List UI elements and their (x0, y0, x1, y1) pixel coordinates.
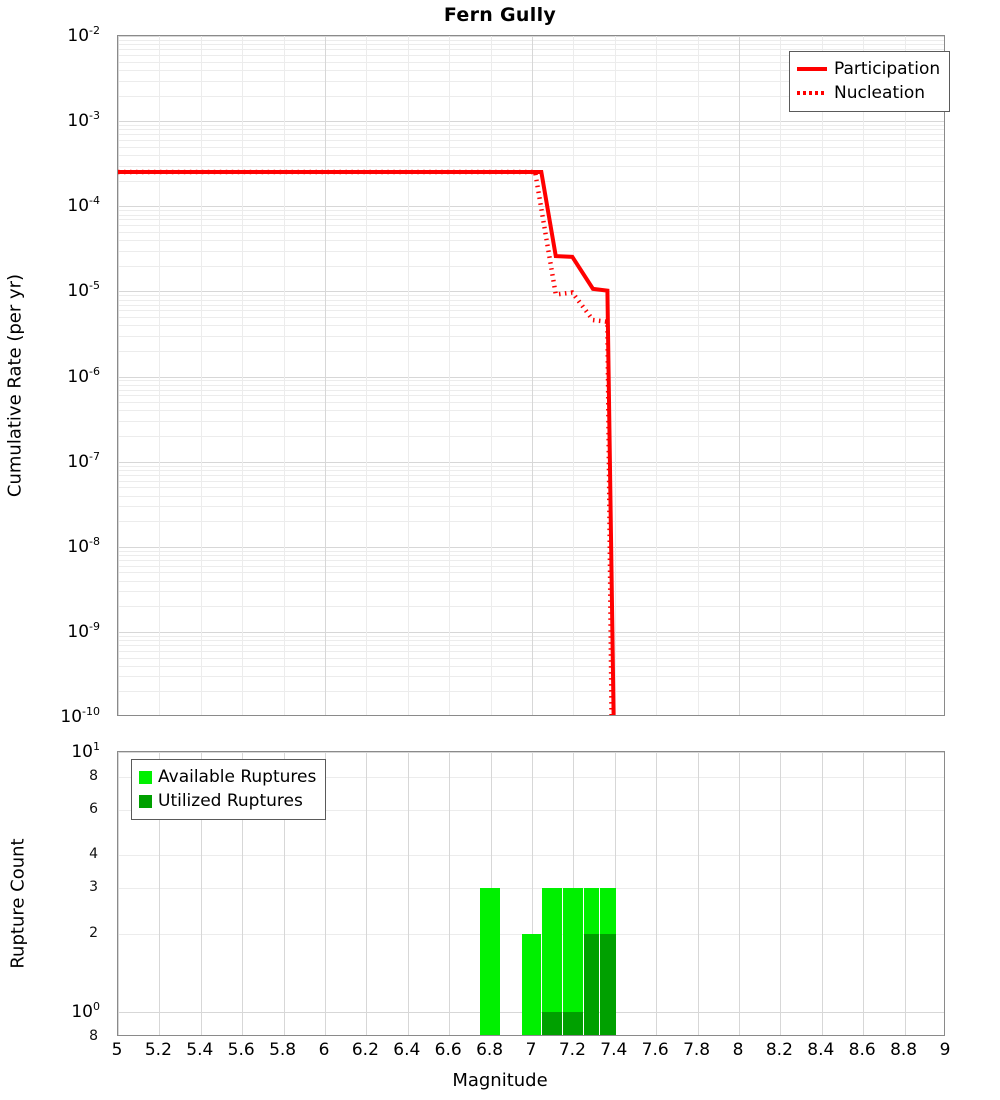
rupture-y-minor-6: 6 (89, 800, 98, 817)
x-tick-8.8: 8.8 (890, 1040, 918, 1060)
x-tick-6.6: 6.6 (434, 1040, 462, 1060)
legend-item-utilized-ruptures: Utilized Ruptures (139, 789, 316, 813)
x-tick-7.2: 7.2 (558, 1040, 586, 1060)
legend-item-available-ruptures: Available Ruptures (139, 765, 316, 789)
x-tick-7.8: 7.8 (683, 1040, 711, 1060)
legend-label-utilized: Utilized Ruptures (158, 791, 303, 812)
x-tick-8: 8 (732, 1040, 744, 1060)
bar-utilized-4 (583, 933, 600, 1035)
y-tick--7: 10-7 (67, 449, 100, 472)
y-tick--2: 10-2 (67, 24, 100, 46)
rupture-legend: Available Ruptures Utilized Ruptures (131, 759, 327, 821)
mfd-plot-area (117, 35, 945, 716)
bar-available-2 (542, 887, 562, 1035)
x-tick-5.4: 5.4 (186, 1040, 214, 1060)
rupture-y-tick-1e0: 100 (71, 999, 100, 1022)
solid-line-swatch-icon (797, 61, 827, 77)
dotted-line-swatch-icon (797, 85, 827, 101)
mfd-y-tick-labels: 10-2 10-3 10-4 10-5 10-6 10-7 10-8 10-9 10-10 (0, 24, 110, 727)
rupture-y-minor-0.8: 8 (89, 1028, 98, 1044)
x-tick-8.2: 8.2 (765, 1040, 793, 1060)
y-tick--5: 10-5 (67, 279, 100, 302)
rupture-y-minor-3: 3 (89, 878, 98, 895)
x-tick-5: 5 (111, 1040, 123, 1060)
x-tick-6.8: 6.8 (476, 1040, 504, 1060)
mfd-curves (118, 169, 616, 715)
legend-label-nucleation: Nucleation (834, 83, 926, 104)
bar-utilized-5 (600, 933, 616, 1035)
x-tick-8.6: 8.6 (848, 1040, 876, 1060)
rupture-count-plot-area (117, 751, 945, 1036)
rupture-y-axis-title: Rupture Count (7, 838, 29, 969)
bar-available-1 (521, 933, 542, 1035)
legend-item-nucleation: Nucleation (797, 81, 940, 105)
x-tick-7.6: 7.6 (641, 1040, 669, 1060)
y-tick--6: 10-6 (67, 364, 100, 387)
bar-utilized-3 (563, 1011, 583, 1035)
x-tick-5.2: 5.2 (144, 1040, 172, 1060)
mfd-legend: Participation Nucleation (789, 51, 951, 113)
x-tick-9: 9 (939, 1040, 951, 1060)
x-tick-7: 7 (525, 1040, 537, 1060)
rupture-y-tick-labels: 101 100 8 6 4 3 2 8 (0, 740, 110, 1044)
available-color-swatch-icon (139, 770, 152, 784)
x-tick-6.4: 6.4 (393, 1040, 421, 1060)
rupture-y-tick-1e1: 101 (71, 740, 100, 762)
utilized-color-swatch-icon (139, 794, 152, 808)
rupture-y-minor-4: 4 (89, 846, 98, 863)
x-tick-6.2: 6.2 (351, 1040, 379, 1060)
bar-utilized-2 (542, 1011, 562, 1035)
x-tick-7.4: 7.4 (600, 1040, 628, 1060)
legend-label-available: Available Ruptures (158, 767, 317, 787)
x-tick-8.4: 8.4 (807, 1040, 835, 1060)
rupture-y-minor-8: 8 (89, 768, 98, 785)
legend-item-participation: Participation (797, 57, 940, 81)
series-participation (118, 169, 616, 715)
y-tick--8: 10-8 (67, 534, 100, 557)
mfd-y-axis-title: Cumulative Rate (per yr) (4, 273, 26, 498)
x-axis-title: Magnitude (452, 1070, 548, 1091)
y-tick--9: 10-9 (67, 620, 100, 642)
rupture-y-minor-2: 2 (89, 924, 98, 941)
y-tick--10: 10-10 (60, 705, 100, 727)
x-tick-6: 6 (318, 1040, 330, 1060)
x-tick-5.8: 5.8 (269, 1040, 297, 1060)
bar-available-0 (480, 887, 500, 1035)
y-tick--3: 10-3 (67, 109, 100, 131)
bar-available-3 (563, 887, 583, 1035)
x-tick-5.6: 5.6 (227, 1040, 255, 1060)
series-nucleation (118, 169, 614, 715)
chart-title: Fern Gully (443, 4, 557, 26)
y-tick--4: 10-4 (67, 194, 100, 217)
legend-label-participation: Participation (834, 59, 941, 79)
